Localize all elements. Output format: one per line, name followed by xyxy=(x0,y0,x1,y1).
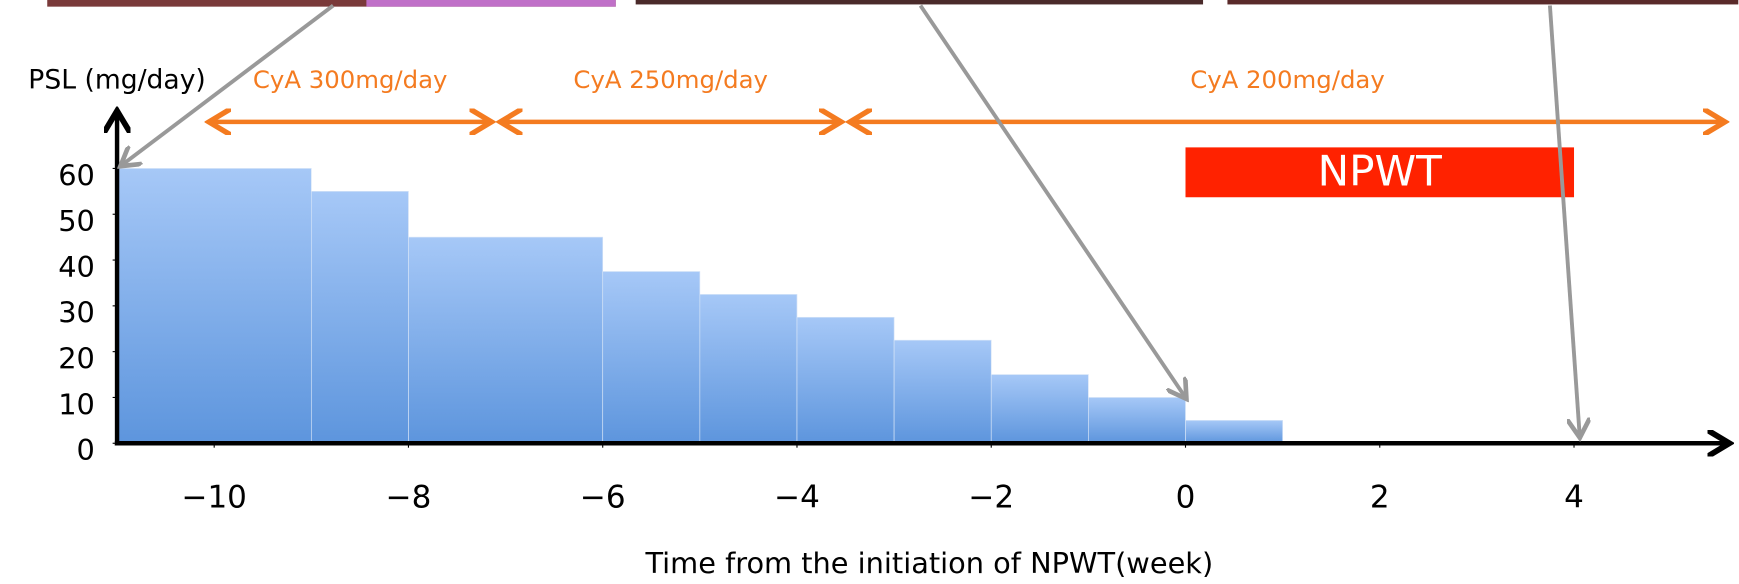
pointer-arrow xyxy=(120,3,335,167)
plot: 0 10 20 30 40 50 60 −10 −8 −6 −4 −2 0 2 4 CyA 300mg/day… xyxy=(58,65,1729,516)
npwt-bar xyxy=(1185,147,1575,198)
x-tick-label: 0 xyxy=(1176,480,1196,516)
x-axis-label: Time from the initiation of NPWT(week) xyxy=(644,546,1213,580)
bar xyxy=(1088,397,1186,444)
y-tick-label: 0 xyxy=(77,433,95,467)
bar xyxy=(408,236,604,444)
bar xyxy=(1185,420,1283,444)
x-tick-label: −6 xyxy=(580,480,626,516)
y-tick-label: 10 xyxy=(58,387,95,421)
bar xyxy=(116,168,312,444)
y-tick-label: 60 xyxy=(58,158,95,192)
y-axis-label: PSL (mg/day) xyxy=(28,64,206,95)
x-tick-label: −8 xyxy=(386,480,432,516)
y-tick-label: 40 xyxy=(58,250,95,284)
x-tick-label: −4 xyxy=(774,480,820,516)
y-tick-label: 20 xyxy=(58,342,95,376)
photo-strip xyxy=(47,0,616,7)
bar xyxy=(796,316,895,444)
bar xyxy=(990,374,1089,444)
pointer-arrow xyxy=(1547,5,1580,438)
x-tick-label: −10 xyxy=(181,480,246,516)
bar xyxy=(310,191,409,444)
bar xyxy=(699,294,798,444)
x-tick-label: −2 xyxy=(968,480,1014,516)
pointer-arrow xyxy=(918,4,1186,399)
x-tick-label: 2 xyxy=(1370,480,1390,516)
bar xyxy=(893,339,992,444)
photo-strip xyxy=(366,0,616,7)
photo-strip xyxy=(1227,0,1739,5)
regimen-label: CyA 300mg/day xyxy=(253,65,448,94)
x-tick-label: 4 xyxy=(1564,480,1584,516)
regimen-label: CyA 250mg/day xyxy=(573,65,768,94)
bar xyxy=(602,271,701,444)
y-tick-label: 50 xyxy=(58,204,95,238)
photo-strip xyxy=(635,0,1204,5)
y-tick-label: 30 xyxy=(58,296,95,330)
regimen-label: CyA 200mg/day xyxy=(1190,65,1385,94)
npwt-label: NPWT xyxy=(1318,146,1443,195)
